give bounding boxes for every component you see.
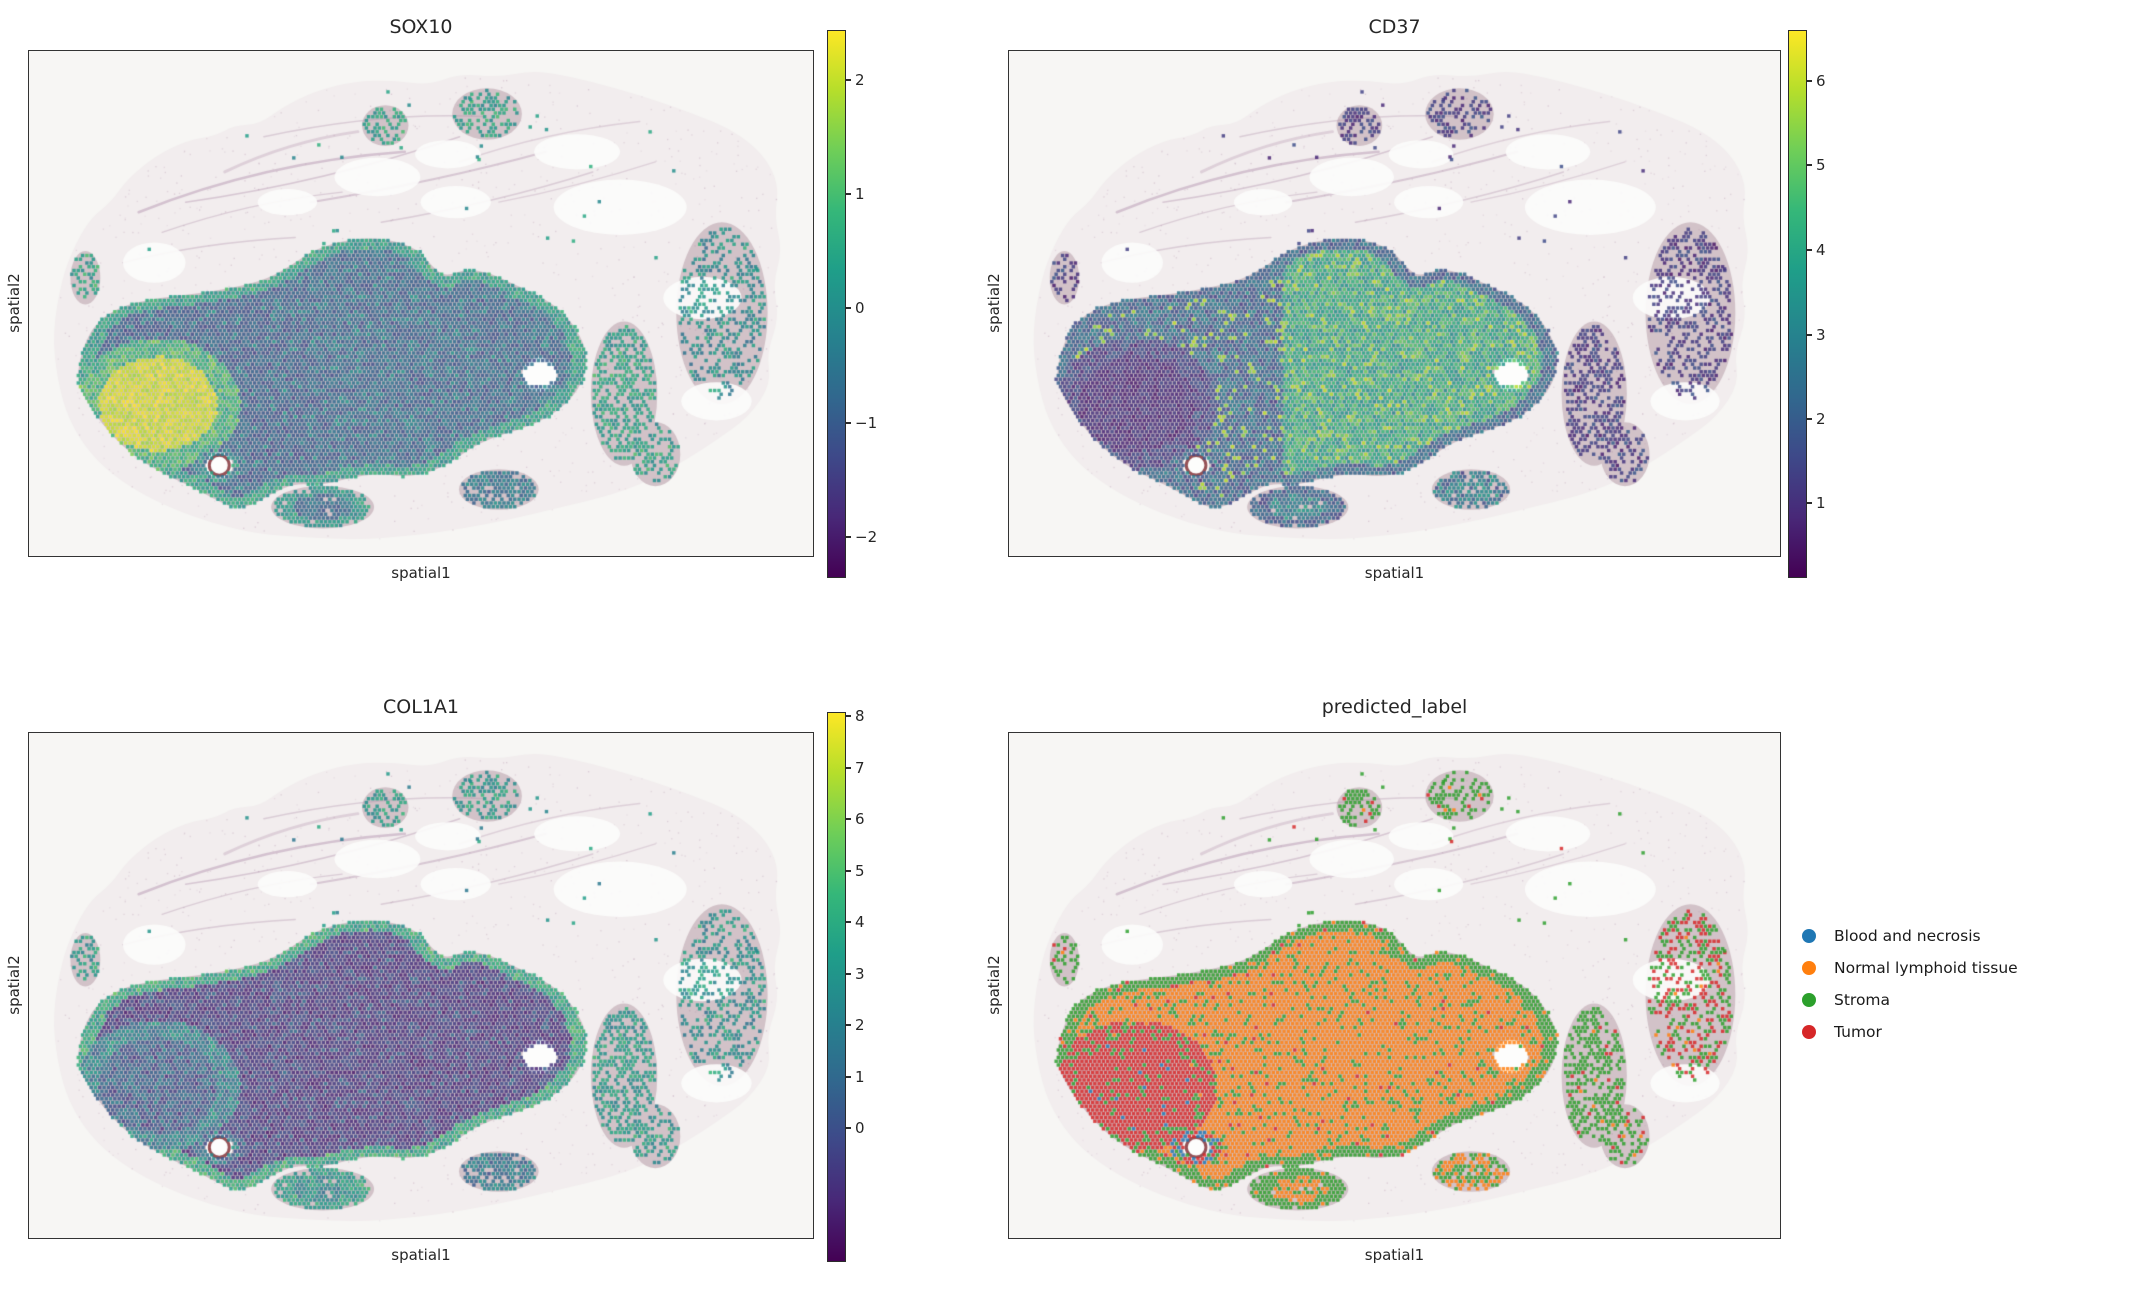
xlabel-col1a1: spatial1 [391, 1246, 451, 1264]
colorbar-tick-label: 2 [855, 1016, 865, 1035]
colorbar-tick-mark [845, 818, 851, 821]
legend-item: Tumor [1802, 1020, 2018, 1043]
colorbar-tick-mark [845, 307, 851, 310]
legend-label: Tumor [1834, 1022, 1882, 1041]
predicted-label-spatial-plot [1009, 733, 1779, 1237]
ylabel-col1a1: spatial2 [5, 955, 23, 1015]
colorbar-tick-mark [1806, 248, 1812, 251]
panel-col1a1 [28, 732, 814, 1239]
panel-sox10 [28, 50, 814, 557]
col1a1-spatial-plot [29, 733, 812, 1237]
colorbar-sox10: 2 1 0 −1 −2 [827, 30, 877, 578]
sox10-spatial-plot [29, 51, 812, 555]
legend-dot-icon [1802, 1024, 1816, 1039]
colorbar-tick-label: 3 [1816, 325, 1826, 344]
predicted-label-legend: Blood and necrosis Normal lymphoid tissue… [1802, 924, 2018, 1043]
colorbar-tick-mark [845, 536, 851, 539]
panel-title-predicted-label: predicted_label [1321, 696, 1468, 718]
colorbar-tick-mark [845, 921, 851, 924]
colorbar-tick-mark [845, 1024, 851, 1027]
xlabel-predicted-label: spatial1 [1364, 1246, 1425, 1264]
legend-item: Normal lymphoid tissue [1802, 956, 2018, 979]
colorbar-cd37: 6 5 4 3 2 1 [1788, 30, 1826, 578]
colorbar-tick-label: 5 [1816, 156, 1826, 175]
colorbar-tick-mark [1806, 333, 1812, 336]
colorbar-tick-label: 1 [855, 185, 865, 204]
legend-label: Blood and necrosis [1834, 926, 1981, 945]
colorbar-tick-mark [1806, 502, 1812, 505]
legend-dot-icon [1802, 928, 1816, 943]
legend-item: Blood and necrosis [1802, 924, 2018, 947]
colorbar-tick-mark [845, 193, 851, 196]
colorbar-tick-label: 3 [855, 964, 865, 983]
colorbar-tick-label: −2 [855, 528, 878, 547]
colorbar-tick-mark [845, 972, 851, 975]
colorbar-tick-mark [845, 766, 851, 769]
colorbar-tick-label: 6 [855, 810, 865, 829]
xlabel-cd37: spatial1 [1364, 564, 1425, 582]
colorbar-col1a1: 8 7 6 5 4 3 2 1 0 [827, 707, 865, 1262]
colorbar-tick-mark [845, 869, 851, 872]
colorbar-tick-label: 2 [855, 70, 865, 89]
colorbar-tick-label: 5 [855, 861, 865, 880]
panel-predicted-label [1008, 732, 1781, 1239]
legend-label: Stroma [1834, 990, 1891, 1009]
cd37-spatial-plot [1009, 51, 1779, 555]
colorbar-tick-label: 4 [1816, 240, 1826, 259]
colorbar-tick-mark [1806, 417, 1812, 420]
colorbar-tick-label: 4 [855, 913, 865, 932]
xlabel-sox10: spatial1 [391, 564, 451, 582]
colorbar-tick-label: 1 [1816, 494, 1826, 513]
colorbar-tick-mark [845, 78, 851, 81]
colorbar-tick-label: −1 [855, 414, 878, 433]
colorbar-tick-label: 7 [855, 758, 865, 777]
panel-cd37 [1008, 50, 1781, 557]
panel-title-col1a1: COL1A1 [383, 696, 459, 718]
panel-title-sox10: SOX10 [389, 16, 453, 38]
legend-dot-icon [1802, 960, 1816, 975]
colorbar-tick-label: 2 [1816, 409, 1826, 428]
ylabel-cd37: spatial2 [985, 273, 1003, 333]
colorbar-tick-mark [845, 1127, 851, 1130]
colorbar-tick-label: 8 [855, 707, 865, 726]
colorbar-tick-mark [845, 422, 851, 425]
colorbar-tick-label: 6 [1816, 71, 1826, 90]
ylabel-sox10: spatial2 [5, 273, 23, 333]
colorbar-tick-mark [1806, 79, 1812, 82]
ylabel-predicted-label: spatial2 [985, 955, 1003, 1015]
colorbar-tick-mark [1806, 164, 1812, 167]
colorbar-tick-mark [845, 715, 851, 718]
colorbar-tick-mark [845, 1075, 851, 1078]
colorbar-tick-label: 0 [855, 1119, 865, 1138]
panel-title-cd37: CD37 [1368, 16, 1421, 38]
legend-label: Normal lymphoid tissue [1834, 958, 2018, 977]
colorbar-tick-label: 0 [855, 299, 865, 318]
colorbar-tick-label: 1 [855, 1067, 865, 1086]
legend-item: Stroma [1802, 988, 2018, 1011]
legend-dot-icon [1802, 992, 1816, 1007]
